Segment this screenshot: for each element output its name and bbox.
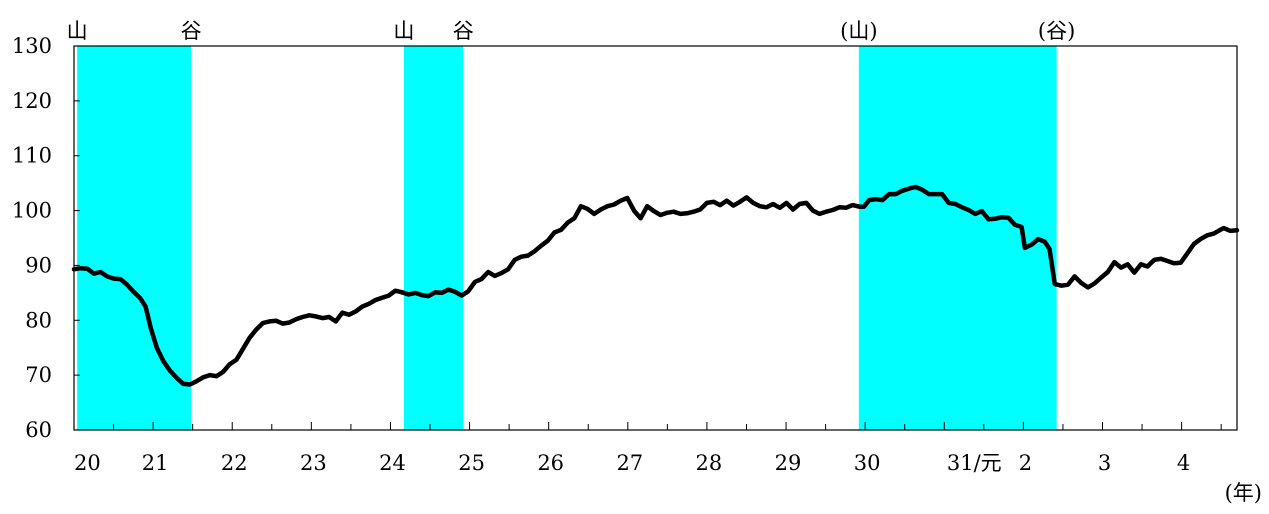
y-tick-label-90: 90 bbox=[25, 253, 52, 277]
x-tick-label-5: 25 bbox=[458, 451, 485, 475]
annotation-3: 谷 bbox=[453, 19, 474, 43]
shaded-period-0 bbox=[77, 46, 192, 430]
shaded-period-2 bbox=[858, 46, 1057, 430]
x-tick-label-0: 20 bbox=[74, 451, 101, 475]
y-tick-label-100: 100 bbox=[12, 199, 52, 223]
x-tick-label-14: 4 bbox=[1177, 451, 1190, 475]
x-tick-label-4: 24 bbox=[379, 451, 406, 475]
x-tick-label-11: 31/元 bbox=[947, 451, 1002, 475]
annotation-0: 山 bbox=[67, 19, 88, 43]
y-tick-label-110: 110 bbox=[12, 144, 52, 168]
x-tick-label-13: 3 bbox=[1098, 451, 1111, 475]
annotation-4: (山) bbox=[840, 19, 877, 43]
x-axis-unit-label: (年) bbox=[1225, 481, 1262, 505]
annotation-1: 谷 bbox=[181, 19, 202, 43]
y-tick-label-120: 120 bbox=[12, 89, 52, 113]
x-tick-label-9: 29 bbox=[775, 451, 802, 475]
annotation-5: (谷) bbox=[1038, 19, 1075, 43]
x-tick-label-7: 27 bbox=[616, 451, 643, 475]
plot-frame bbox=[73, 45, 1238, 431]
x-tick-label-8: 28 bbox=[696, 451, 723, 475]
x-tick-label-12: 2 bbox=[1019, 451, 1032, 475]
y-tick-label-80: 80 bbox=[25, 308, 52, 332]
series-layer bbox=[71, 184, 1240, 387]
y-tick-label-70: 70 bbox=[25, 363, 52, 387]
x-tick-label-1: 21 bbox=[142, 451, 169, 475]
annotations: 山 谷 山 谷 (山) (谷) bbox=[67, 19, 1076, 43]
shaded-period-1 bbox=[403, 46, 464, 430]
x-tick-label-3: 23 bbox=[300, 451, 327, 475]
x-tick-label-10: 30 bbox=[854, 451, 881, 475]
y-tick-label-130: 130 bbox=[12, 34, 52, 58]
y-axis: 60 70 80 90 100 110 120 130 bbox=[12, 34, 80, 442]
y-tick-label-60: 60 bbox=[25, 418, 52, 442]
series-line-0 bbox=[71, 184, 1240, 387]
x-tick-label-2: 22 bbox=[221, 451, 248, 475]
annotation-2: 山 bbox=[393, 19, 414, 43]
x-tick-label-6: 26 bbox=[537, 451, 564, 475]
x-axis: 20 21 22 23 24 25 26 27 28 29 30 31/元 2 3 4 bbox=[73, 422, 1222, 475]
plot-border bbox=[73, 45, 1238, 431]
